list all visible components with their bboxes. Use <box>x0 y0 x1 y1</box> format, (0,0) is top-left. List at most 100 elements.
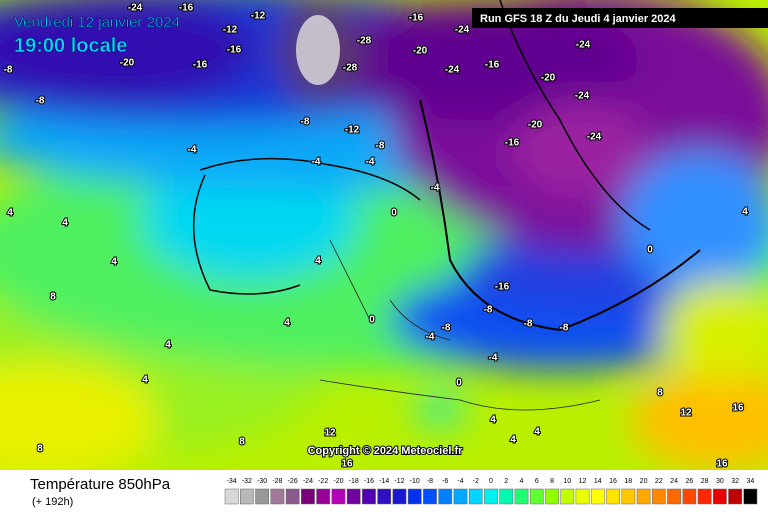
scale-swatch <box>392 488 407 505</box>
contour-label: -28 <box>357 36 372 47</box>
contour-label: -20 <box>528 120 543 131</box>
contour-label: 4 <box>7 208 13 219</box>
contour-label: 4 <box>510 435 516 446</box>
scale-swatch <box>301 488 315 505</box>
time: 19:00 locale <box>14 35 127 57</box>
contour-label: -8 <box>560 323 569 334</box>
contour-label: -4 <box>366 157 375 168</box>
contour-label: 16 <box>716 459 728 470</box>
contour-label: -16 <box>495 282 510 293</box>
scale-swatch <box>438 488 453 505</box>
scale-label: -8 <box>427 478 433 485</box>
contour-label: -8 <box>524 319 533 330</box>
scale-swatch <box>697 488 712 505</box>
contour-label: -24 <box>128 3 143 14</box>
scale-label: 8 <box>550 478 554 485</box>
copyright: Copyright © 2024 Meteociel.fr <box>308 445 464 457</box>
scale-label: -20 <box>333 478 343 485</box>
legend-title: Température 850hPa <box>30 476 171 493</box>
contour-label: -12 <box>223 25 238 36</box>
scale-swatch <box>468 488 483 505</box>
scale-label: -12 <box>394 478 404 485</box>
temperature-field <box>0 0 768 470</box>
contour-label: -8 <box>442 323 451 334</box>
scale-label: 28 <box>701 478 709 485</box>
contour-label: -4 <box>188 145 197 156</box>
contour-label: -8 <box>301 117 310 128</box>
legend-subtitle: (+ 192h) <box>32 496 73 508</box>
scale-label: 30 <box>716 478 724 485</box>
scale-label: -4 <box>457 478 463 485</box>
scale-label: 32 <box>731 478 739 485</box>
contour-label: 0 <box>391 208 397 219</box>
scale-swatch <box>575 488 590 505</box>
contour-label: -8 <box>4 65 13 76</box>
contour-label: 8 <box>657 388 663 399</box>
scale-label: 24 <box>670 478 678 485</box>
scale-label: 2 <box>504 478 508 485</box>
scale-label: -18 <box>349 478 359 485</box>
scale-swatch <box>484 488 498 505</box>
contour-label: 0 <box>647 245 653 256</box>
date: Vendredi 12 janvier 2024 <box>14 14 180 31</box>
contour-label: 4 <box>742 207 748 218</box>
contour-label: -8 <box>484 305 493 316</box>
scale-swatch <box>590 488 605 505</box>
scale-label: -22 <box>318 478 328 485</box>
contour-label: -20 <box>541 73 556 84</box>
scale-swatch <box>606 488 620 505</box>
contour-label: 0 <box>369 315 375 326</box>
scale-swatch <box>240 488 254 505</box>
contour-label: 4 <box>62 218 68 229</box>
scale-label: -10 <box>410 478 420 485</box>
scale-swatch <box>270 488 285 505</box>
contour-label: -24 <box>576 40 591 51</box>
scale-swatch <box>545 488 559 505</box>
scale-label: 10 <box>563 478 571 485</box>
scale-label: -32 <box>242 478 252 485</box>
contour-label: 8 <box>37 444 43 455</box>
contour-label: -16 <box>227 45 242 56</box>
contour-label: -16 <box>193 60 208 71</box>
scale-label: -6 <box>442 478 448 485</box>
scale-swatch <box>621 488 636 505</box>
scale-swatch <box>224 488 239 505</box>
contour-label: 16 <box>732 403 744 414</box>
scale-label: -14 <box>379 478 389 485</box>
color-scale: -34 -32 -30 -28 -26 -24 -22 -20 -18 -16 -14 -12 -10-… <box>224 478 758 505</box>
scale-label: 18 <box>624 478 632 485</box>
contour-label: -24 <box>575 91 590 102</box>
scale-label: 26 <box>685 478 693 485</box>
scale-swatch <box>712 488 727 505</box>
scale-swatch <box>316 488 331 505</box>
scale-swatch <box>743 488 758 505</box>
scale-label: -34 <box>227 478 237 485</box>
scale-swatch <box>423 488 437 505</box>
contour-label: 8 <box>239 437 245 448</box>
scale-label: 22 <box>655 478 663 485</box>
scale-swatch <box>667 488 681 505</box>
scale-swatch <box>514 488 529 505</box>
scale-label: -2 <box>473 478 479 485</box>
scale-label: 12 <box>579 478 587 485</box>
contour-label: -20 <box>413 46 428 57</box>
contour-label: 12 <box>680 408 692 419</box>
contour-label: 4 <box>284 318 290 329</box>
contour-label: 8 <box>50 292 56 303</box>
scale-swatch <box>728 488 742 505</box>
scale-label: 20 <box>640 478 648 485</box>
scale-swatch <box>407 488 422 505</box>
scale-swatch <box>285 488 300 505</box>
scale-label: -28 <box>272 478 282 485</box>
contour-label: 16 <box>341 459 353 470</box>
contour-label: -16 <box>485 60 500 71</box>
scale-swatch <box>499 488 514 505</box>
scale-swatch <box>362 488 376 505</box>
contour-label: -24 <box>587 132 602 143</box>
contour-label: 4 <box>490 415 496 426</box>
contour-label: -4 <box>431 183 440 194</box>
scale-swatch <box>331 488 346 505</box>
contour-label: -20 <box>120 58 135 69</box>
contour-label: -4 <box>312 157 321 168</box>
